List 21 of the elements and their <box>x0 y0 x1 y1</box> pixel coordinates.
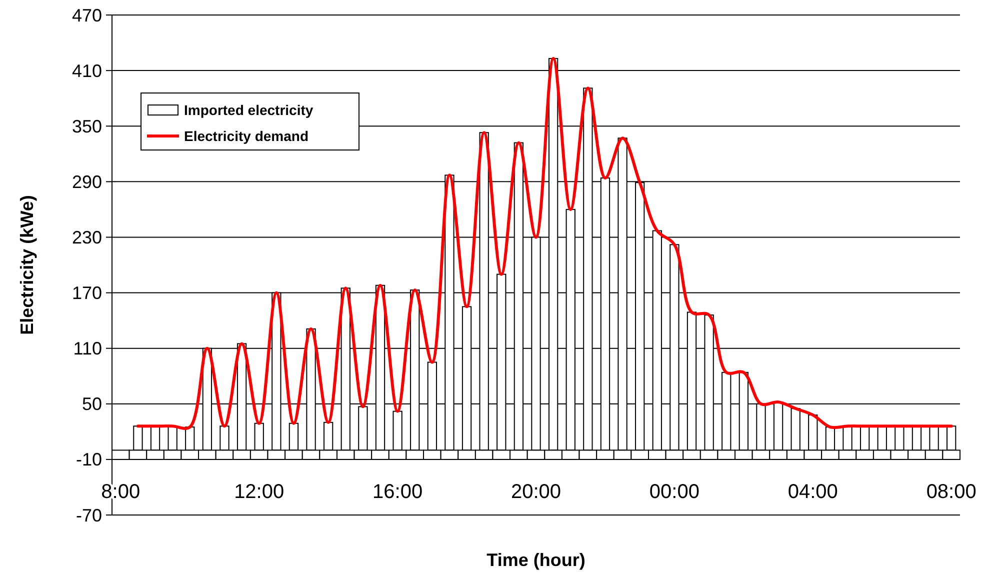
x-tick-label: 04:00 <box>788 481 838 503</box>
y-tick-label: 470 <box>72 5 102 26</box>
legend-label: Imported electricity <box>184 102 314 118</box>
x-tick-label: 00:00 <box>649 481 700 503</box>
x-tick-label: 16:00 <box>372 481 423 503</box>
y-axis-title: Electricity (kWe) <box>17 195 37 335</box>
y-tick-label: 170 <box>72 283 102 304</box>
x-tick-label: 08:00 <box>926 481 976 503</box>
y-tick-label: -70 <box>76 505 102 526</box>
x-axis-title: Time (hour) <box>486 550 586 570</box>
y-tick-label: 290 <box>72 172 102 192</box>
y-tick-label: 230 <box>72 228 102 248</box>
y-tick-label: 350 <box>72 116 102 136</box>
x-tick-label: 20:00 <box>510 481 562 503</box>
y-tick-label: 410 <box>72 60 102 81</box>
x-tick-label: 12:00 <box>234 481 284 503</box>
y-tick-label: 110 <box>73 338 102 359</box>
legend-label: Electricity demand <box>184 128 308 144</box>
y-tick-label: -10 <box>76 450 102 470</box>
line-series <box>136 57 953 429</box>
y-tick-label: 50 <box>82 394 102 414</box>
